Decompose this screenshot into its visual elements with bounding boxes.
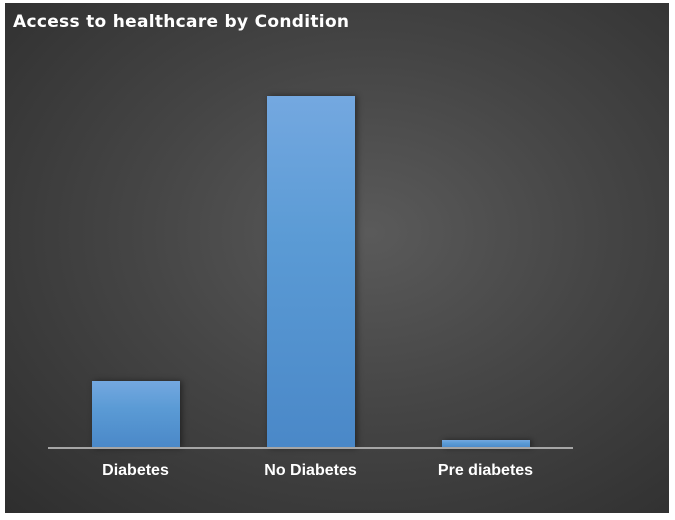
bar-no-diabetes [266, 96, 355, 448]
x-axis-line [48, 447, 573, 449]
category-label: Pre diabetes [437, 462, 534, 479]
category-label: No Diabetes [264, 462, 357, 479]
chart-title: Access to healthcare by Condition [13, 12, 350, 32]
bar-diabetes [91, 381, 180, 448]
category-label: Diabetes [102, 462, 169, 479]
plot-area [48, 3, 573, 448]
chart-panel: Access to healthcare by Condition Diabet… [5, 3, 669, 513]
bar-pre-diabetes [441, 440, 530, 448]
